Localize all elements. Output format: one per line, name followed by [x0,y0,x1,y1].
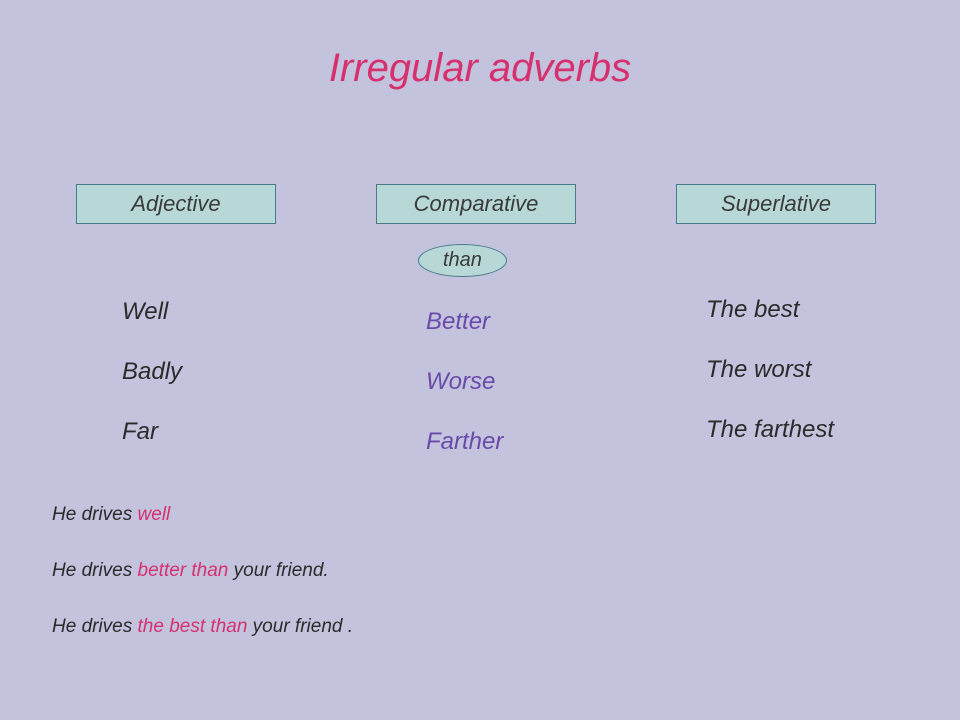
superlative-word: The best [706,296,799,324]
example-text: He drives [52,504,138,525]
adjective-word: Badly [122,358,182,386]
superlative-word: The worst [706,356,811,384]
adjective-word: Well [122,298,168,326]
example-text: He drives [52,616,138,637]
comparative-word: Worse [426,368,495,396]
adjective-word: Far [122,418,158,446]
example-highlight: well [138,504,171,525]
example-highlight: better than [138,560,229,581]
example-text: He drives [52,560,138,581]
example-sentence: He drives the best than your friend . [52,616,353,638]
example-text: your friend . [247,616,353,637]
example-sentence: He drives better than your friend. [52,560,329,582]
comparative-word: Better [426,308,490,336]
example-highlight: the best than [138,616,248,637]
comparative-word: Farther [426,428,503,456]
header-adjective: Adjective [76,184,276,224]
example-text: your friend. [228,560,328,581]
superlative-word: The farthest [706,416,834,444]
than-pill: than [418,244,507,277]
header-comparative: Comparative [376,184,576,224]
header-superlative: Superlative [676,184,876,224]
example-sentence: He drives well [52,504,170,526]
slide-title: Irregular adverbs [0,46,960,91]
